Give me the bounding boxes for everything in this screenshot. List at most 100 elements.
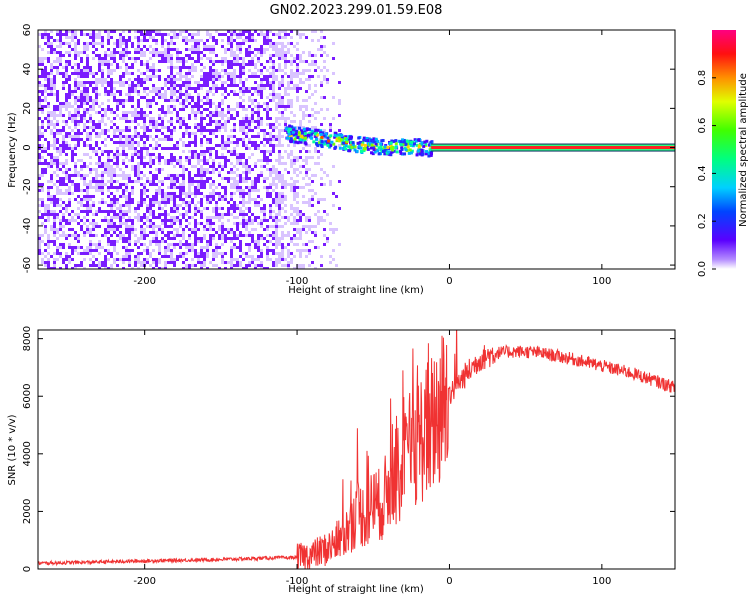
noise-cell xyxy=(137,252,140,255)
noise-cell xyxy=(194,39,197,42)
noise-cell xyxy=(272,54,275,57)
noise-cell xyxy=(92,51,95,54)
noise-cell xyxy=(242,153,245,156)
noise-cell xyxy=(71,192,74,195)
noise-cell xyxy=(281,30,284,33)
noise-cell xyxy=(164,138,167,141)
noise-cell xyxy=(110,111,113,114)
noise-cell xyxy=(77,174,80,177)
noise-cell xyxy=(248,39,251,42)
noise-cell xyxy=(272,42,275,45)
noise-cell xyxy=(83,141,86,144)
noise-cell xyxy=(122,192,125,195)
noise-cell xyxy=(320,45,323,48)
noise-cell xyxy=(251,36,254,39)
noise-cell xyxy=(317,198,320,201)
noise-cell xyxy=(95,84,98,87)
noise-cell xyxy=(326,174,329,177)
noise-cell xyxy=(203,258,206,261)
noise-cell xyxy=(47,117,50,120)
noise-cell xyxy=(260,255,263,258)
noise-cell xyxy=(290,111,293,114)
noise-cell xyxy=(209,183,212,186)
noise-cell xyxy=(80,96,83,99)
noise-cell xyxy=(233,207,236,210)
noise-cell xyxy=(122,210,125,213)
noise-cell xyxy=(188,210,191,213)
noise-cell xyxy=(260,48,263,51)
noise-cell xyxy=(74,126,77,129)
noise-cell xyxy=(182,75,185,78)
noise-cell xyxy=(80,99,83,102)
noise-cell xyxy=(293,120,296,123)
noise-cell xyxy=(230,48,233,51)
noise-cell xyxy=(275,246,278,249)
noise-cell xyxy=(107,99,110,102)
noise-cell xyxy=(113,195,116,198)
noise-cell xyxy=(248,222,251,225)
noise-cell xyxy=(68,135,71,138)
noise-cell xyxy=(41,147,44,150)
signal-cell xyxy=(374,142,378,146)
noise-cell xyxy=(74,81,77,84)
noise-cell xyxy=(266,168,269,171)
noise-cell xyxy=(95,78,98,81)
noise-cell xyxy=(38,57,41,60)
noise-cell xyxy=(320,216,323,219)
noise-cell xyxy=(299,264,302,267)
noise-cell xyxy=(107,93,110,96)
noise-cell xyxy=(245,174,248,177)
noise-cell xyxy=(302,105,305,108)
noise-cell xyxy=(281,249,284,252)
noise-cell xyxy=(143,213,146,216)
noise-cell xyxy=(188,135,191,138)
noise-cell xyxy=(317,219,320,222)
noise-cell xyxy=(92,99,95,102)
noise-cell xyxy=(245,180,248,183)
noise-cell xyxy=(158,117,161,120)
noise-cell xyxy=(149,144,152,147)
noise-cell xyxy=(203,81,206,84)
noise-cell xyxy=(77,234,80,237)
noise-cell xyxy=(89,183,92,186)
noise-cell xyxy=(170,75,173,78)
noise-cell xyxy=(53,75,56,78)
noise-cell xyxy=(119,213,122,216)
noise-cell xyxy=(206,198,209,201)
noise-cell xyxy=(215,243,218,246)
noise-cell xyxy=(152,201,155,204)
noise-cell xyxy=(107,153,110,156)
noise-cell xyxy=(119,204,122,207)
noise-cell xyxy=(92,180,95,183)
noise-cell xyxy=(83,129,86,132)
noise-cell xyxy=(197,255,200,258)
noise-cell xyxy=(245,267,248,269)
noise-cell xyxy=(50,225,53,228)
noise-cell xyxy=(263,138,266,141)
noise-cell xyxy=(278,207,281,210)
noise-cell xyxy=(149,198,152,201)
signal-cell xyxy=(289,133,293,137)
noise-cell xyxy=(245,30,248,33)
noise-cell xyxy=(68,30,71,33)
noise-cell xyxy=(260,72,263,75)
noise-cell xyxy=(188,114,191,117)
signal-cell xyxy=(314,128,318,132)
noise-cell xyxy=(107,165,110,168)
noise-cell xyxy=(158,171,161,174)
noise-cell xyxy=(149,75,152,78)
noise-cell xyxy=(119,141,122,144)
noise-cell xyxy=(170,129,173,132)
noise-cell xyxy=(185,159,188,162)
noise-cell xyxy=(230,39,233,42)
noise-cell xyxy=(104,261,107,264)
noise-cell xyxy=(272,180,275,183)
noise-cell xyxy=(197,96,200,99)
noise-cell xyxy=(170,183,173,186)
noise-cell xyxy=(86,252,89,255)
noise-cell xyxy=(314,231,317,234)
noise-cell xyxy=(203,162,206,165)
noise-cell xyxy=(122,147,125,150)
noise-cell xyxy=(113,42,116,45)
noise-cell xyxy=(266,159,269,162)
